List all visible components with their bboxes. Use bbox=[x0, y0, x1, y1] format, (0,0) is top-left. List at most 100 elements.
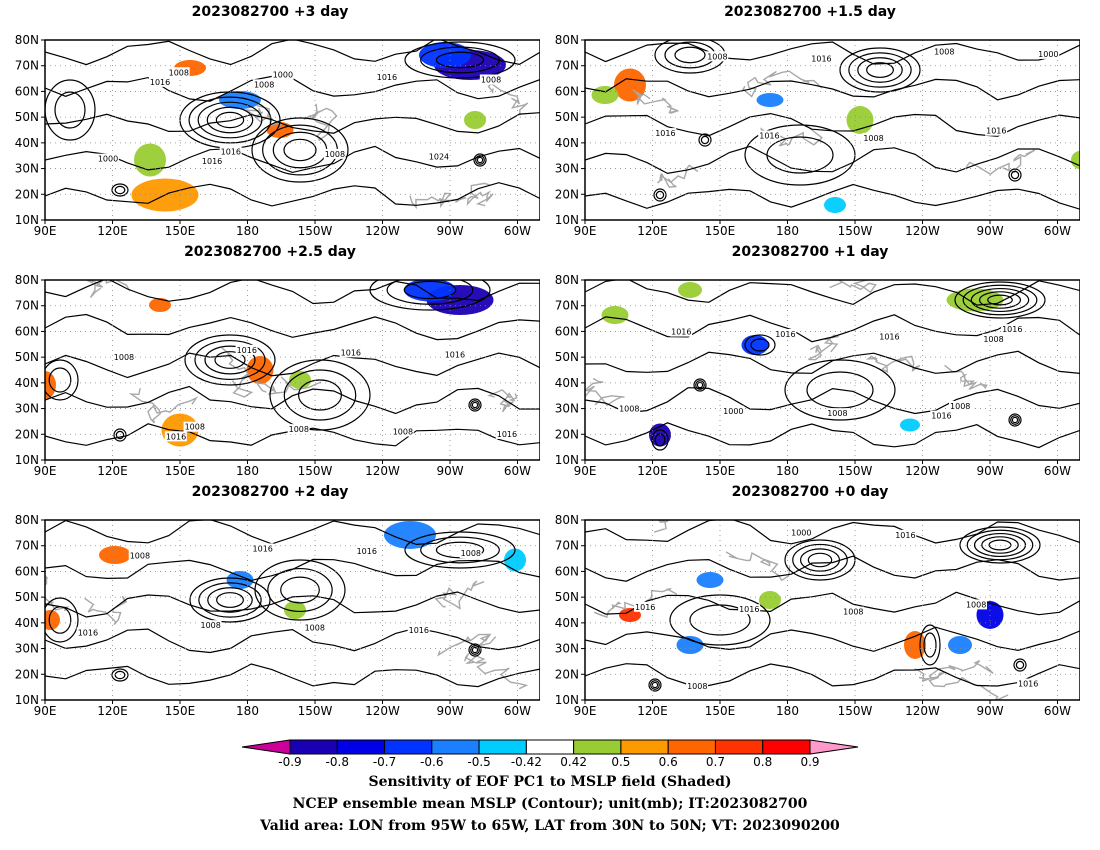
contour-label-bg bbox=[842, 606, 865, 617]
contour-label-bg bbox=[96, 153, 119, 164]
sensitivity-shading bbox=[846, 106, 874, 134]
contour-label: 1008 bbox=[114, 353, 134, 362]
contour-label: 1008 bbox=[707, 52, 727, 61]
lat-tick-label: 30N bbox=[555, 402, 579, 416]
lat-tick-label: 80N bbox=[15, 273, 39, 287]
lon-tick-label: 180 bbox=[236, 224, 259, 238]
lon-tick-label: 90W bbox=[976, 704, 1003, 718]
caption-contour: NCEP ensemble mean MSLP (Contour); unit(… bbox=[292, 796, 808, 812]
closed-isobar bbox=[1008, 168, 1022, 182]
contour-label-bg bbox=[459, 548, 482, 559]
contour-label: 1000 bbox=[791, 528, 811, 537]
closed-isobar bbox=[267, 567, 333, 613]
lat-tick-label: 60N bbox=[555, 84, 579, 98]
lon-tick-label: 90E bbox=[574, 224, 597, 238]
closed-isobar bbox=[404, 41, 516, 79]
lat-tick-label: 50N bbox=[15, 350, 39, 364]
closed-isobar bbox=[113, 428, 127, 442]
closed-isobar bbox=[784, 359, 896, 421]
closed-isobar bbox=[114, 670, 126, 680]
contour-label: 1016 bbox=[150, 78, 170, 87]
lon-tick-label: 90E bbox=[34, 224, 57, 238]
colorbar-tick-label: -0.6 bbox=[420, 755, 443, 768]
panel-title: 2023082700 +2.5 day bbox=[184, 244, 356, 260]
contour-label: 1008 bbox=[950, 402, 970, 411]
coastline bbox=[463, 653, 529, 690]
contour-label: 1008 bbox=[289, 425, 309, 434]
closed-isobar bbox=[866, 62, 894, 78]
sensitivity-shading bbox=[464, 111, 486, 129]
isobar-contour bbox=[585, 183, 1080, 210]
contour-label: 1016 bbox=[497, 430, 517, 439]
contour-label-bg bbox=[758, 130, 781, 141]
lon-tick-label: 150W bbox=[838, 224, 873, 238]
panel-title: 2023082700 +3 day bbox=[191, 4, 349, 20]
colorbar-tick-label: -0.7 bbox=[373, 755, 396, 768]
lat-tick-label: 70N bbox=[15, 299, 39, 313]
sensitivity-shading bbox=[824, 197, 846, 213]
sensitivity-shading bbox=[149, 298, 171, 312]
contour-label: 1016 bbox=[931, 412, 951, 421]
sensitivity-shading bbox=[1071, 151, 1080, 169]
colorbar-box bbox=[431, 739, 480, 755]
coastline bbox=[437, 633, 497, 657]
coastline bbox=[86, 280, 131, 298]
closed-isobar bbox=[111, 183, 129, 197]
contour-label-bg bbox=[1001, 324, 1024, 335]
closed-isobar bbox=[978, 291, 1022, 309]
colorbar-box bbox=[336, 739, 386, 755]
lat-tick-label: 20N bbox=[15, 667, 39, 681]
contour-label-bg bbox=[949, 400, 972, 411]
lon-tick-label: 150E bbox=[705, 224, 736, 238]
lat-tick-label: 50N bbox=[15, 110, 39, 124]
closed-isobar bbox=[206, 106, 254, 134]
contour-label: 1016 bbox=[445, 351, 465, 360]
closed-isobar bbox=[468, 398, 482, 412]
lat-tick-label: 30N bbox=[555, 162, 579, 176]
contour-label-bg bbox=[790, 527, 813, 538]
colorbar: -0.9 -0.8 -0.7 -0.6 -0.5 -0.42 0.42 0.5 0.6 0.7 0.… bbox=[241, 739, 859, 768]
contour-label: 1008 bbox=[461, 549, 481, 558]
contour-label-bg bbox=[235, 344, 258, 355]
colorbar-extend-right bbox=[809, 739, 859, 755]
closed-isobar bbox=[272, 131, 328, 169]
closed-isobar bbox=[45, 359, 79, 401]
lat-tick-label: 10N bbox=[15, 453, 39, 467]
isobar-contour bbox=[45, 112, 540, 134]
lat-tick-label: 70N bbox=[555, 299, 579, 313]
closed-isobar bbox=[962, 284, 1038, 316]
contour-label: 1016 bbox=[253, 544, 273, 553]
contour-label: 1016 bbox=[671, 328, 691, 337]
contour-label: 1008 bbox=[843, 608, 863, 617]
lon-tick-label: 120E bbox=[637, 464, 668, 478]
lat-tick-label: 50N bbox=[555, 110, 579, 124]
closed-isobar bbox=[48, 606, 72, 634]
contour-label: 1016 bbox=[811, 55, 831, 64]
contour-label-bg bbox=[706, 51, 729, 62]
contour-label: 1016 bbox=[879, 332, 899, 341]
map-panel-plus-2-day: 2023082700 +2 day 1008 1016 1008 1016 1016 10… bbox=[0, 480, 540, 720]
coastline bbox=[487, 389, 518, 413]
closed-isobar bbox=[651, 681, 659, 689]
closed-isobar bbox=[806, 371, 874, 409]
lat-tick-label: 50N bbox=[15, 590, 39, 604]
isobar-contour bbox=[585, 387, 1080, 415]
contour-label: 1016 bbox=[221, 147, 241, 156]
contour-label-bg bbox=[479, 74, 502, 85]
closed-isobar bbox=[655, 190, 665, 200]
lat-tick-label: 60N bbox=[555, 564, 579, 578]
closed-isobar bbox=[807, 552, 833, 568]
closed-isobar bbox=[923, 632, 937, 658]
lon-tick-label: 120W bbox=[365, 224, 400, 238]
colorbar-tick-label: -0.9 bbox=[278, 755, 301, 768]
colorbar-box bbox=[478, 739, 527, 755]
sensitivity-shading bbox=[696, 572, 724, 588]
closed-isobar bbox=[386, 280, 474, 305]
coastline bbox=[593, 587, 678, 619]
closed-isobar bbox=[1013, 658, 1027, 672]
closed-isobar bbox=[283, 369, 357, 421]
lon-tick-label: 180 bbox=[236, 464, 259, 478]
closed-isobar bbox=[283, 138, 317, 162]
contour-label: 1008 bbox=[827, 409, 847, 418]
contour-label: 1008 bbox=[687, 682, 707, 691]
